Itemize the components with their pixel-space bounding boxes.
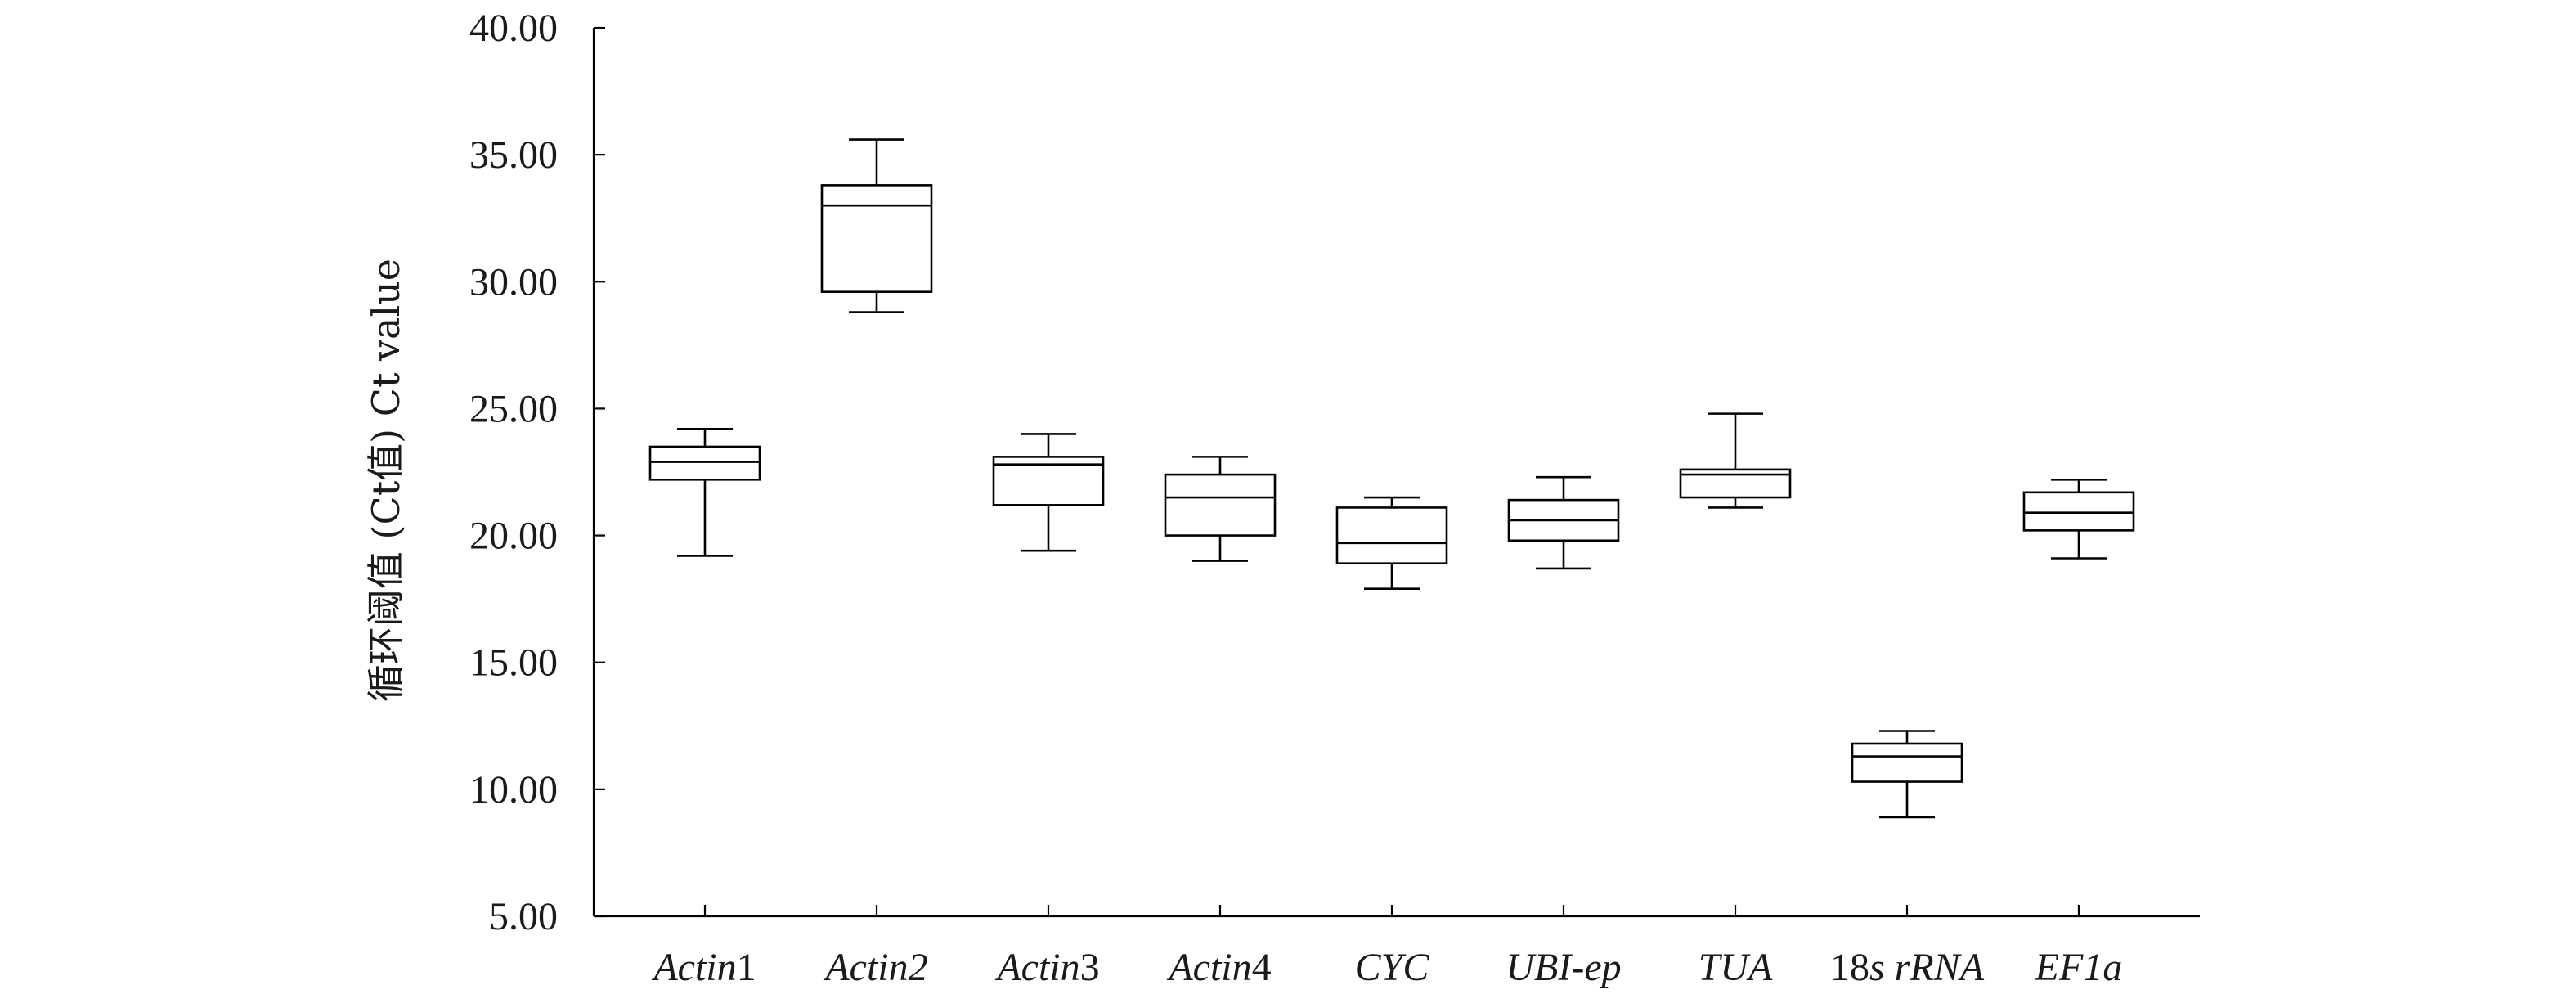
iqr-box (1164, 473, 1277, 537)
y-tick-label: 40.00 (469, 7, 558, 50)
x-tick-label: Actin2 (823, 946, 927, 989)
box-plot-item (1164, 456, 1277, 562)
box-plot-item (648, 427, 761, 557)
x-tick-label: UBI-ep (1506, 946, 1621, 989)
box-plot-item (2022, 479, 2135, 560)
box-plot-item (820, 138, 933, 313)
y-tick-label: 5.00 (489, 895, 558, 938)
x-tick-label: Actin4 (1166, 946, 1271, 989)
y-tick-label: 20.00 (469, 515, 558, 558)
iqr-box (820, 184, 933, 293)
box-plot-item (1335, 496, 1448, 591)
y-axis-title: 循环阈值 (Ct值) Ct value (364, 259, 408, 702)
y-tick-label: 35.00 (469, 133, 558, 177)
y-axis: 5.00 10.00 15.00 20.00 25.00 30.00 35.00 40.00 (469, 7, 605, 938)
x-tick-label: Actin1 (651, 946, 756, 989)
x-tick-label: TUA (1699, 946, 1773, 989)
box-plot-item (1507, 475, 1620, 570)
y-tick-label: 15.00 (469, 641, 558, 685)
iqr-box (2022, 491, 2135, 532)
y-tick-label: 10.00 (469, 768, 558, 812)
box-plot-item (992, 433, 1105, 552)
x-tick-label: Actin3 (994, 946, 1099, 989)
box-series (648, 138, 2135, 819)
y-tick-label: 30.00 (469, 260, 558, 304)
box-plot-item (1679, 412, 1792, 509)
iqr-box (1335, 506, 1448, 565)
x-tick-label: CYC (1355, 946, 1430, 989)
y-tick-label: 25.00 (469, 387, 558, 430)
box-plot-item (1851, 730, 1963, 819)
x-tick-label: EF1a (2035, 946, 2123, 989)
x-tick-label: 18s rRNA (1830, 946, 1985, 989)
iqr-box (1851, 742, 1963, 783)
iqr-box (648, 445, 761, 481)
x-axis: Actin1 Actin2 Actin3 Actin4 CYC UBI-ep TUA 18s … (594, 905, 2200, 989)
